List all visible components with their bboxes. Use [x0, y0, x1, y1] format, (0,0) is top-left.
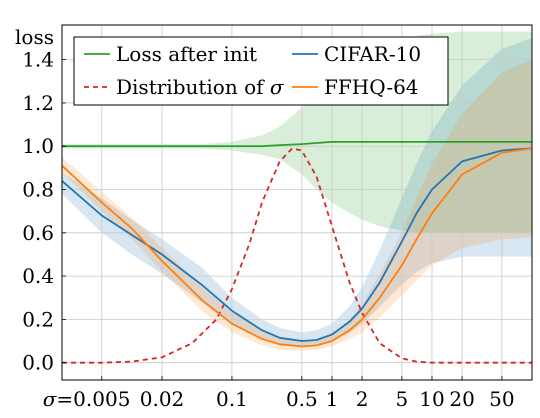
y-axis-label: loss	[15, 25, 54, 49]
plot-frame	[61, 24, 533, 381]
legend: Loss after init Distribution of σ CIFAR-10…	[73, 36, 449, 106]
x-tick-label-0: 0.005	[73, 387, 130, 411]
y-tick-label-7: 1.4	[22, 48, 54, 72]
x-tick-label-2: 0.1	[216, 387, 248, 411]
y-tick-label-4: 0.8	[22, 178, 54, 202]
x-tick-label-7: 10	[419, 387, 444, 411]
y-tick-label-5: 1.0	[22, 134, 54, 158]
loss-after-init-line	[62, 141, 532, 148]
ffhq-64-line	[61, 147, 533, 348]
y-tick-label-2: 0.4	[22, 264, 54, 288]
y-tick-label-1: 0.2	[22, 307, 54, 331]
y-tick-label-6: 1.2	[22, 91, 54, 115]
y-tick-label-0: 0.0	[22, 351, 54, 375]
legend-label-ffhq-64: FFHQ-64	[324, 75, 419, 99]
x-tick-label-4: 1	[326, 387, 339, 411]
x-tick-prefix: σ=	[43, 387, 73, 411]
y-tick-label-3: 0.6	[22, 221, 54, 245]
x-tick-label-8: 20	[449, 387, 474, 411]
x-tick-label-9: 50	[489, 387, 514, 411]
legend-label-loss-after-init: Loss after init	[116, 42, 257, 66]
distribution-of-line	[62, 147, 532, 364]
series-lines	[61, 141, 533, 364]
x-tick-label-5: 2	[356, 387, 369, 411]
x-tick-label-6: 5	[396, 387, 409, 411]
legend-label-cifar-10: CIFAR-10	[324, 42, 421, 66]
legend-box	[73, 36, 449, 106]
legend-label-distribution-of: Distribution of σ	[116, 75, 285, 99]
cifar-10-line	[61, 147, 533, 342]
y-tick-labels: 0.0 0.2 0.4 0.6 0.8 1.0 1.2 1.4	[22, 48, 66, 375]
x-tick-label-1: 0.02	[140, 387, 185, 411]
x-tick-label-3: 0.5	[286, 387, 318, 411]
